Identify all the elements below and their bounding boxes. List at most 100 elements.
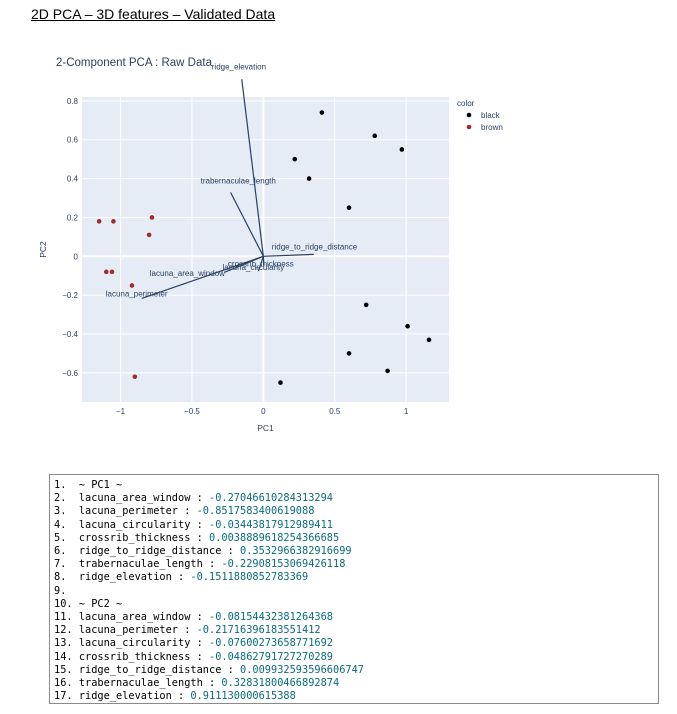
x-tick-label: −0.5 (184, 407, 200, 416)
code-label: lacuna_area_window : (78, 492, 209, 505)
y-tick-label: 0.4 (67, 175, 79, 184)
data-point-black (346, 351, 352, 356)
y-tick-label: 0.6 (67, 136, 79, 145)
y-tick-label: −0.4 (62, 330, 78, 339)
code-label: lacuna_circularity : (78, 637, 209, 650)
chart-title: 2-Component PCA : Raw Data (56, 57, 213, 69)
code-label: lacuna_perimeter : (78, 505, 197, 518)
code-label: crossrib_thickness : (78, 650, 209, 663)
code-label: trabernaculae_length : (78, 677, 222, 690)
loading-label: lacuna_perimeter (106, 289, 168, 298)
loading-label: ridge_elevation (212, 62, 266, 71)
legend-entry-black: black (481, 111, 501, 120)
data-point-black (399, 147, 405, 152)
code-line: 16. trabernaculae_length : 0.32831800466… (54, 677, 658, 690)
code-value: 0.0038889618254366685 (209, 531, 340, 544)
code-line: 2. lacuna_area_window : -0.2704661028431… (54, 492, 658, 505)
y-tick-label: −0.6 (62, 369, 78, 378)
code-line: 3. lacuna_perimeter : -0.851758340061908… (54, 505, 658, 518)
line-number: 10. (54, 597, 73, 610)
loading-label: crossrib_thickness (228, 260, 294, 269)
line-number: 14. (54, 650, 73, 663)
loading-line (257, 256, 264, 272)
data-point-black (405, 323, 410, 329)
line-number: 11. (54, 611, 73, 624)
line-number: 5. (54, 531, 67, 544)
code-line: 10. ~ PC2 ~ (54, 598, 658, 611)
code-label: trabernaculae_length : (78, 558, 222, 571)
loading-line (230, 192, 264, 257)
y-tick-label: 0 (74, 252, 79, 261)
code-line: 11. lacuna_area_window : -0.081544323812… (54, 611, 658, 624)
x-tick-label: 0.5 (329, 407, 341, 416)
loading-line (263, 253, 314, 257)
code-line: 9. (54, 585, 658, 598)
data-point-black (426, 337, 432, 343)
y-axis-label: PC2 (38, 241, 48, 258)
loading-label: ridge_to_ridge_distance (272, 242, 358, 251)
code-line: 6. ridge_to_ridge_distance : 0.353296638… (54, 545, 658, 558)
code-output-box: 1. ~ PC1 ~2. lacuna_area_window : -0.270… (49, 474, 659, 704)
loading-label: lacuna_area_window (150, 269, 225, 278)
data-point-brown (146, 232, 152, 238)
line-number: 6. (54, 545, 67, 558)
line-number: 1. (54, 479, 67, 491)
code-label: crossrib_thickness : (78, 531, 209, 544)
line-number: 8. (54, 571, 67, 584)
code-value: -0.8517583400619088 (196, 505, 315, 518)
pca-chart: 2-Component PCA : Raw Data −1 −0.5 0 0.5 1 −0.… (38, 57, 503, 433)
code-value: -0.03443817912989411 (209, 518, 333, 531)
y-tick-label: 0.8 (67, 97, 79, 106)
legend-entry-brown: brown (481, 123, 503, 132)
code-value: -0.27046610284313294 (209, 492, 333, 505)
line-number: 2. (54, 492, 67, 505)
code-value: -0.1511880852783369 (190, 571, 309, 584)
code-value: -0.04862791727270289 (209, 650, 333, 663)
code-line: 14. crossrib_thickness : -0.048627917272… (54, 651, 658, 664)
loading-line (241, 79, 264, 257)
code-value: -0.22908153069426118 (221, 558, 346, 571)
data-point-black (385, 368, 390, 374)
line-number: 4. (54, 518, 67, 531)
code-value: 0.32831800466892874 (221, 677, 340, 690)
line-number: 15. (54, 663, 73, 676)
plot-area (82, 97, 449, 402)
code-line: 12. lacuna_perimeter : -0.21716396183551… (54, 624, 658, 637)
code-line: 13. lacuna_circularity : -0.076002736587… (54, 637, 658, 650)
loading-label: lacuna_circularity (222, 263, 284, 272)
data-point-black (363, 302, 369, 308)
loading-line (262, 256, 265, 266)
x-tick-label: −1 (116, 407, 126, 416)
data-point-black (278, 380, 283, 385)
code-label: ~ PC1 ~ (78, 479, 123, 491)
code-label: ridge_to_ridge_distance : (78, 545, 240, 558)
code-value: 0.3532966382916699 (240, 545, 352, 558)
x-axis-label: PC1 (257, 423, 274, 433)
data-point-black (319, 110, 325, 115)
line-number: 12. (54, 624, 73, 637)
data-point-black (292, 156, 298, 162)
code-label: ridge_elevation : (78, 690, 191, 703)
legend-marker-black (466, 112, 472, 118)
data-point-brown (111, 219, 116, 224)
code-value: 0.009932593596606747 (240, 663, 364, 676)
data-point-black (372, 133, 378, 139)
line-number: 13. (54, 637, 73, 650)
data-point-brown (103, 269, 109, 275)
code-label: ~ PC2 ~ (78, 597, 123, 610)
data-point-brown (109, 269, 115, 275)
loading-label: trabernaculae_length (201, 177, 276, 186)
code-value: 0.911130000615388 (190, 690, 296, 703)
line-number: 7. (54, 558, 67, 571)
code-label: ridge_elevation : (78, 571, 191, 584)
y-tick-label: −0.2 (62, 291, 78, 300)
code-line: 5. crossrib_thickness : 0.00388896182543… (54, 532, 658, 545)
code-label: lacuna_area_window : (78, 611, 209, 624)
x-tick-label: 0 (261, 407, 266, 416)
data-point-brown (132, 374, 138, 380)
code-label: lacuna_circularity : (78, 518, 209, 531)
code-line: 7. trabernaculae_length : -0.22908153069… (54, 558, 658, 571)
code-line: 17. ridge_elevation : 0.911130000615388 (54, 690, 658, 703)
code-line: 15. ridge_to_ridge_distance : 0.00993259… (54, 664, 658, 677)
y-tick-label: 0.2 (67, 213, 79, 222)
